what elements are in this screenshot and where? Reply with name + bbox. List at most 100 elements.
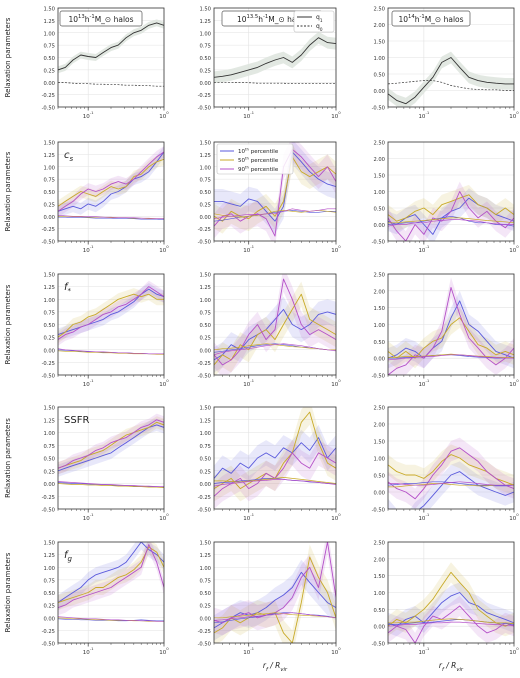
y-axis-label: Relaxation parameters bbox=[4, 552, 12, 632]
series-line-p50 bbox=[388, 217, 514, 224]
y-tick-label: 1.00 bbox=[43, 165, 55, 171]
panel-frame bbox=[213, 7, 337, 108]
y-tick-label: -0.25 bbox=[198, 629, 211, 635]
panel-frame bbox=[213, 406, 337, 510]
y-tick-label: 1.50 bbox=[199, 141, 211, 147]
series-line-p10 bbox=[214, 571, 336, 629]
x-tick-label: 100 bbox=[159, 646, 169, 656]
x-tick-label: 100 bbox=[509, 110, 519, 120]
series-line-p90 bbox=[214, 208, 336, 220]
x-tick-label: 100 bbox=[331, 512, 341, 522]
panel-frame bbox=[213, 541, 337, 644]
series-line-p50 bbox=[214, 293, 336, 366]
y-tick-label: 0.25 bbox=[43, 68, 55, 74]
x-tick-label: 10-1 bbox=[243, 244, 254, 254]
column-title: 1013.5h-1M_⊙ halos bbox=[237, 14, 307, 24]
x-tick-label: 100 bbox=[509, 646, 519, 656]
x-tick-label: 100 bbox=[331, 646, 341, 656]
panel-data bbox=[214, 542, 336, 643]
band-p50 bbox=[388, 184, 514, 232]
y-tick-label: -0.25 bbox=[42, 227, 55, 233]
y-tick-label: -0.50 bbox=[198, 374, 211, 380]
x-tick-label: 10-1 bbox=[243, 110, 254, 120]
y-tick-label: 1.25 bbox=[43, 285, 55, 291]
band-p50 bbox=[58, 288, 164, 344]
y-tick-label: 0.50 bbox=[199, 457, 211, 463]
series-line-p90 bbox=[58, 151, 164, 212]
series-line-p50 bbox=[58, 293, 164, 338]
y-tick-label: 0.50 bbox=[199, 323, 211, 329]
y-tick-label: 2.50 bbox=[373, 7, 385, 13]
series-line-p10 bbox=[388, 471, 514, 509]
y-tick-label: -0.50 bbox=[42, 106, 55, 112]
y-tick-label: 2.50 bbox=[373, 141, 385, 147]
x-tick-label: 10-1 bbox=[243, 378, 254, 388]
panel-r4-c1: -0.50 -0.25 0.00 0.25 0.50 0.75 1.00 1.25 1.50 10… bbox=[198, 541, 342, 674]
y-tick-label: 1.25 bbox=[199, 19, 211, 25]
y-tick-label: 0.25 bbox=[43, 336, 55, 342]
y-tick-label: 1.50 bbox=[199, 273, 211, 279]
band-p50 bbox=[58, 153, 164, 213]
y-tick-label: 0.75 bbox=[43, 578, 55, 584]
band-p90 bbox=[388, 595, 514, 643]
series-line-p50 bbox=[388, 317, 514, 359]
y-tick-label: 0.00 bbox=[199, 81, 211, 87]
band-p90 bbox=[214, 274, 336, 375]
y-tick-label: 1.25 bbox=[43, 418, 55, 424]
band-p10 bbox=[388, 461, 514, 509]
y-tick-label: 0.00 bbox=[43, 215, 55, 221]
y-tick-label: 1.50 bbox=[373, 174, 385, 180]
band-p50 bbox=[214, 407, 336, 502]
y-axis-label: Relaxation parameters bbox=[4, 418, 12, 498]
x-tick-label: 10-1 bbox=[418, 646, 429, 656]
series-line-p10 bbox=[388, 592, 514, 627]
legend-label-p90: 90th percentile bbox=[238, 165, 279, 174]
band-p90 bbox=[58, 280, 164, 346]
x-tick-label: 100 bbox=[331, 110, 341, 120]
y-tick-label: 0.00 bbox=[373, 89, 385, 95]
series-line-p90 bbox=[58, 286, 164, 340]
y-tick-label: 0.00 bbox=[199, 215, 211, 221]
panel-frame bbox=[387, 7, 515, 108]
y-tick-label: 0.75 bbox=[199, 310, 211, 316]
panel-frame bbox=[387, 273, 515, 376]
panel-r3-c1: -0.50 -0.25 0.00 0.25 0.50 0.75 1.00 1.25 1.50 10… bbox=[198, 406, 342, 523]
y-tick-label: 0.75 bbox=[43, 44, 55, 50]
y-tick-label: 1.00 bbox=[373, 190, 385, 196]
series-line-p50 bbox=[58, 483, 164, 488]
y-tick-label: 2.00 bbox=[373, 157, 385, 163]
band-p10 bbox=[58, 146, 164, 218]
series-line-p10 bbox=[214, 151, 336, 222]
x-tick-label: 10-1 bbox=[243, 646, 254, 656]
series-line-p10 bbox=[214, 308, 336, 361]
band-all bbox=[58, 19, 164, 74]
x-tick-label: 100 bbox=[331, 378, 341, 388]
y-tick-label: 1.50 bbox=[43, 541, 55, 547]
y-axis-label: Relaxation parameters bbox=[4, 151, 12, 231]
column-title: 1014h-1M_⊙ halos bbox=[398, 14, 463, 24]
y-tick-label: 1.50 bbox=[373, 40, 385, 46]
y-tick-label: -0.50 bbox=[198, 106, 211, 112]
y-tick-label: 0.75 bbox=[199, 178, 211, 184]
y-tick-label: 0.50 bbox=[43, 56, 55, 62]
series-line-p50 bbox=[58, 421, 164, 469]
y-tick-label: 0.00 bbox=[199, 348, 211, 354]
y-tick-label: 2.50 bbox=[373, 273, 385, 279]
band-p50 bbox=[388, 562, 514, 637]
y-tick-label: -0.50 bbox=[198, 642, 211, 648]
x-tick-label: 100 bbox=[159, 378, 169, 388]
y-tick-label: 1.50 bbox=[199, 406, 211, 412]
band-p10 bbox=[58, 542, 164, 611]
y-tick-label: -0.50 bbox=[42, 240, 55, 246]
y-tick-label: 1.50 bbox=[43, 273, 55, 279]
series-line-p90 bbox=[214, 343, 336, 356]
column-title-box bbox=[59, 10, 143, 27]
series-line-p10 bbox=[388, 300, 514, 359]
x-tick-label: 100 bbox=[509, 244, 519, 254]
band-p90 bbox=[388, 437, 514, 509]
y-tick-label: 2.50 bbox=[373, 541, 385, 547]
y-tick-label: 0.25 bbox=[43, 202, 55, 208]
y-tick-label: 0.25 bbox=[43, 469, 55, 475]
